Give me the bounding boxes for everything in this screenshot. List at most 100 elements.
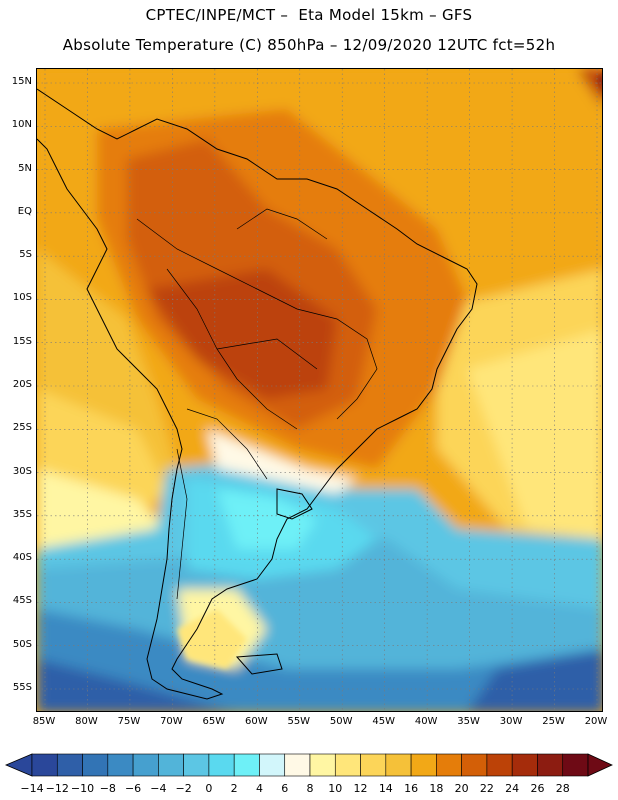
colorbar-segment xyxy=(82,753,109,777)
band-m8 xyxy=(37,609,602,711)
colorbar-label: 8 xyxy=(306,782,314,795)
colorbar-label: 0 xyxy=(205,782,213,795)
colorbar-segment xyxy=(233,753,260,777)
map-title: CPTEC/INPE/MCT – Eta Model 15km – GFS xyxy=(145,6,473,24)
colorbar-label: 22 xyxy=(479,782,494,795)
rio-de-la-plata xyxy=(276,488,313,520)
lon-label: 45W xyxy=(372,716,395,727)
border-d xyxy=(186,408,268,480)
lon-label: 25W xyxy=(542,716,565,727)
colorbar-label: −12 xyxy=(45,782,69,795)
colorbar-label: 24 xyxy=(505,782,520,795)
border-a xyxy=(136,218,378,420)
colorbar xyxy=(4,753,613,777)
lat-label: 50S xyxy=(12,638,32,650)
colorbar-segment xyxy=(259,753,286,777)
colorbar-segment xyxy=(183,753,210,777)
colorbar-label: −2 xyxy=(175,782,192,795)
colorbar-segment xyxy=(334,753,361,777)
border-c xyxy=(216,338,318,370)
colorbar-segment xyxy=(436,753,462,777)
patag-warm xyxy=(177,609,247,669)
colorbar-segment xyxy=(385,753,412,777)
colorbar-label: 2 xyxy=(230,782,238,795)
map-subtitle: Absolute Temperature (C) 850hPa – 12/09/… xyxy=(62,36,556,54)
lat-label: 40S xyxy=(12,552,32,564)
colorbar-label: −10 xyxy=(70,782,95,795)
colorbar-segment xyxy=(562,753,589,777)
colorbar-label: 16 xyxy=(404,782,419,795)
colorbar-max-arrow xyxy=(587,753,613,777)
lon-label: 40W xyxy=(414,716,438,727)
lon-label: 65W xyxy=(202,716,226,727)
colorbar-segment xyxy=(158,753,184,777)
colorbar-segment xyxy=(410,753,437,777)
temperature-map xyxy=(36,68,603,712)
lat-label: 35S xyxy=(12,508,32,520)
colorbar-segment xyxy=(31,753,58,777)
colorbar-segment xyxy=(56,753,83,777)
band-12-atl xyxy=(467,329,602,539)
lat-label: 5S xyxy=(19,249,32,261)
lat-label: 25S xyxy=(12,422,32,434)
colorbar-segment xyxy=(486,753,513,777)
border-b xyxy=(166,268,298,430)
lon-label: 80W xyxy=(75,716,98,727)
colorbar-min-arrow xyxy=(4,753,33,777)
lon-label: 85W xyxy=(32,716,56,727)
band-24 xyxy=(147,269,337,399)
colorbar-label: 14 xyxy=(378,782,393,795)
lon-label: 55W xyxy=(287,716,311,727)
lat-label: 55S xyxy=(12,682,32,693)
band-10 xyxy=(37,469,177,549)
band-m12 xyxy=(37,659,230,711)
lon-label: 60W xyxy=(244,716,268,727)
colorbar-segment xyxy=(284,753,311,777)
lat-label: 5N xyxy=(18,162,32,174)
south-america-coast xyxy=(37,88,478,700)
colorbar-label: 12 xyxy=(353,782,368,795)
lat-label: EQ xyxy=(17,205,32,217)
border-f xyxy=(176,448,188,600)
map-canvas xyxy=(37,69,602,711)
colorbar-segment xyxy=(107,753,134,777)
lat-label: 45S xyxy=(12,595,32,607)
colorbar-label: −4 xyxy=(150,782,167,795)
colorbar-label: 28 xyxy=(555,782,570,795)
colorbar-segment xyxy=(132,753,159,777)
lat-label: 15S xyxy=(12,335,32,347)
lon-label: 50W xyxy=(329,716,353,727)
lon-label: 70W xyxy=(160,716,183,727)
colorbar-label: −14 xyxy=(20,782,44,795)
graticule xyxy=(37,69,602,711)
colorbar-label: 20 xyxy=(454,782,469,795)
colorbar-label: −8 xyxy=(99,782,116,795)
country-borders xyxy=(136,208,378,600)
band-6 xyxy=(207,429,357,494)
colorbar-segment xyxy=(360,753,387,777)
colorbar-label: 4 xyxy=(255,782,263,795)
ne-hot xyxy=(597,71,602,94)
lat-label: 30S xyxy=(12,465,32,477)
colorbar-label: 10 xyxy=(328,782,343,795)
lon-label: 30W xyxy=(499,716,523,727)
lat-label: 20S xyxy=(12,379,32,390)
band-2 xyxy=(217,489,317,549)
lat-label: 10S xyxy=(12,292,32,304)
colorbar-segment xyxy=(461,753,488,777)
colorbar-segment xyxy=(511,753,538,777)
colorbar-label: 6 xyxy=(281,782,289,795)
lat-label: 10N xyxy=(11,119,32,131)
colorbar-segment xyxy=(537,753,564,777)
lon-label: 20W xyxy=(584,716,608,727)
lon-label: 75W xyxy=(117,716,141,727)
lat-label: 15N xyxy=(11,76,32,87)
band-m12-se xyxy=(468,649,602,711)
colorbar-segment xyxy=(309,753,336,777)
colorbar-label: 26 xyxy=(530,782,545,795)
border-e xyxy=(236,208,328,240)
colorbar-label: 18 xyxy=(429,782,444,795)
colorbar-label: −6 xyxy=(124,782,142,795)
lon-label: 35W xyxy=(457,716,480,727)
falklands xyxy=(235,653,283,675)
